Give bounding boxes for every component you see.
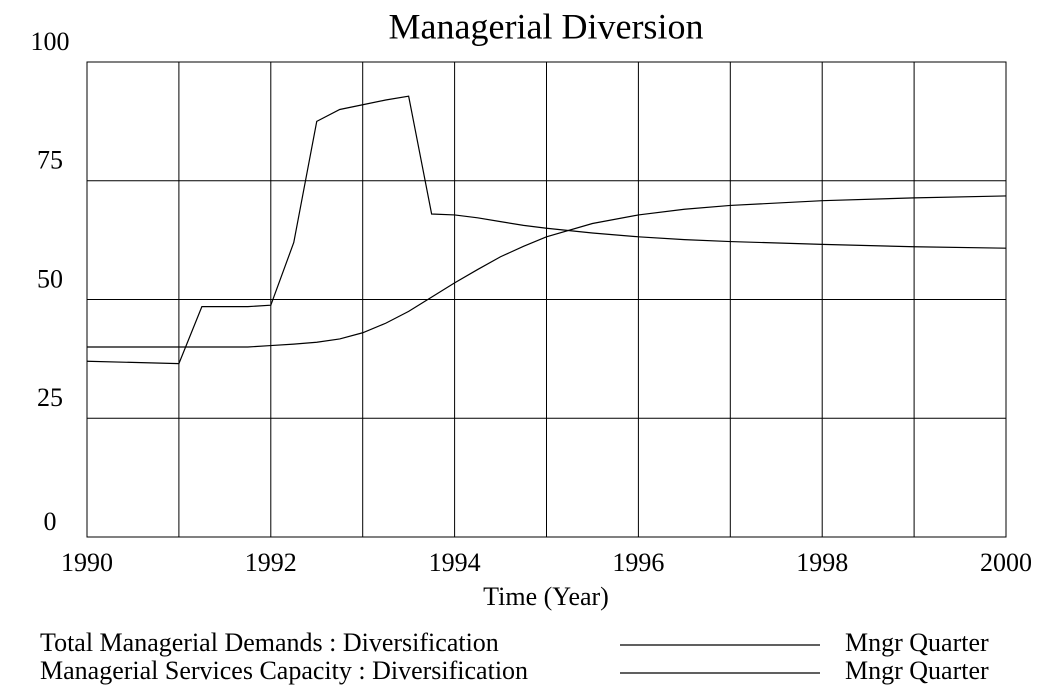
y-tick-label: 75 [37, 146, 63, 175]
legend-unit: Mngr Quarter [845, 656, 989, 685]
x-tick-label: 1996 [612, 548, 664, 577]
y-tick-label: 25 [37, 383, 63, 412]
line-series [86, 95, 1007, 365]
legend-label: Managerial Services Capacity : Diversifi… [40, 656, 528, 685]
x-tick-label: 1998 [796, 548, 848, 577]
chart-title: Managerial Diversion [389, 6, 704, 46]
y-tick-label: 0 [44, 507, 57, 536]
line-series [87, 195, 1007, 348]
x-tick-label: 2000 [980, 548, 1032, 577]
y-tick-label: 100 [31, 27, 70, 56]
x-tick-label: 1990 [61, 548, 113, 577]
x-tick-label: 1992 [245, 548, 297, 577]
legend-unit: Mngr Quarter [845, 628, 989, 657]
y-tick-label: 50 [37, 264, 63, 293]
legend-label: Total Managerial Demands : Diversificati… [40, 628, 499, 657]
x-tick-label: 1994 [429, 548, 481, 577]
x-axis-label: Time (Year) [483, 582, 609, 611]
